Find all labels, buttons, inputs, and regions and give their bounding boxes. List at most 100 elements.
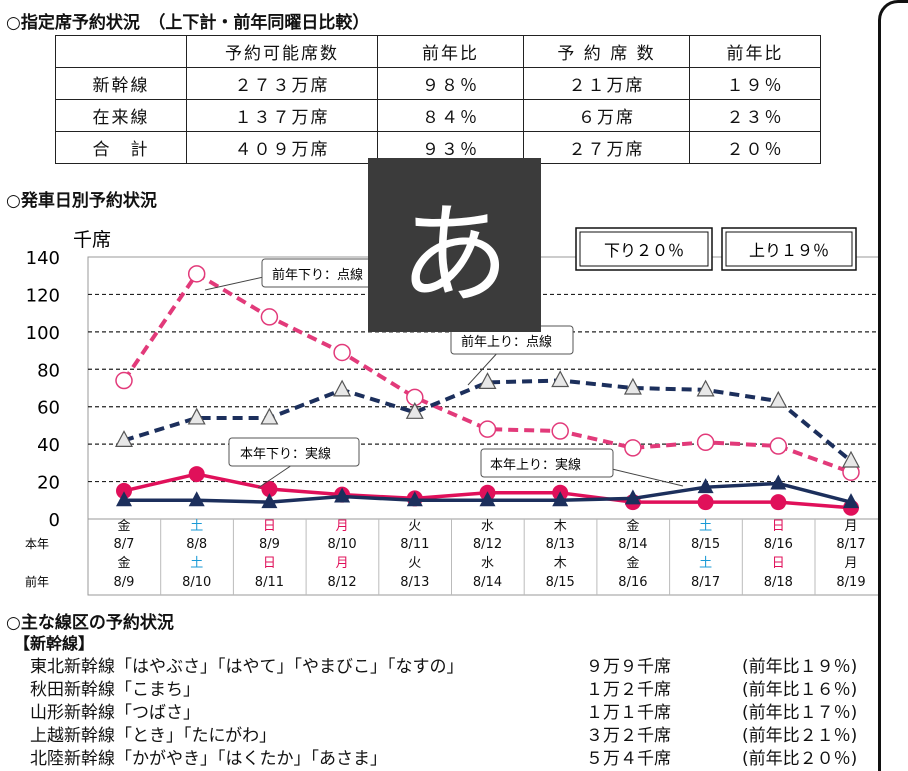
day-this-year: 土	[699, 519, 712, 534]
day-prev-year: 金	[626, 555, 639, 571]
data-point	[115, 371, 133, 390]
table-cell: ９８％	[377, 67, 524, 100]
day-prev-year: 日	[263, 556, 276, 571]
y-tick-label: 40	[37, 435, 60, 456]
line-seats: ９万９千席	[586, 657, 671, 677]
line-ratio: (前年比２０％)	[742, 749, 858, 769]
ime-glyph: あ	[399, 191, 510, 319]
table-row: 新幹線 ２７３万席 ９８％ ２１万席 １９％	[55, 67, 821, 100]
page-frame	[878, 0, 908, 771]
table-cell: ２７３万席	[186, 67, 378, 100]
row-label-prev-year: 前年	[25, 574, 49, 589]
day-this-year: 水	[481, 519, 494, 534]
table-cell: ２３％	[689, 99, 821, 132]
day-prev-year: 土	[699, 556, 712, 571]
line-name: 秋田新幹線「こまち」	[30, 680, 200, 700]
data-point	[479, 491, 496, 507]
table-cell: ２７万席	[523, 131, 690, 164]
y-tick-label: 100	[26, 323, 60, 344]
data-point	[188, 491, 205, 507]
data-point	[552, 491, 569, 507]
data-point	[842, 450, 860, 468]
date-this-year: 8/9	[259, 537, 280, 552]
y-tick-label: 80	[37, 360, 60, 381]
data-point	[624, 489, 641, 505]
day-prev-year: 水	[481, 556, 494, 571]
y-axis-unit-label: 千席	[73, 229, 111, 251]
box-up-ratio: 上り１９％	[721, 227, 857, 271]
day-prev-year: 土	[190, 556, 203, 571]
y-tick-label: 60	[37, 398, 60, 419]
day-prev-year: 月	[336, 556, 349, 571]
data-point	[478, 372, 497, 389]
date-prev-year: 8/15	[546, 575, 575, 590]
data-point	[333, 343, 351, 362]
y-tick-label: 20	[37, 473, 60, 494]
callout-prev-down: 前年下り：点線	[204, 258, 383, 291]
data-point	[261, 493, 278, 509]
date-prev-year: 8/17	[691, 575, 720, 590]
table-header-cell	[55, 35, 187, 68]
box-up-ratio-text: 上り１９％	[749, 241, 829, 260]
table-cell: 在来線	[55, 99, 187, 132]
data-point	[261, 481, 278, 498]
line-seats: １万２千席	[586, 680, 671, 700]
table-header-cell: 予約可能席数	[186, 35, 378, 68]
section-title-reservations: ○指定席予約状況 （上下計・前年同曜日比較）	[6, 13, 370, 33]
day-labels: 金 8/7 金 8/9 土 8/8 土 8/10 日 8/9 日 8/11 月 8/10 月 8/12 火 8/1…	[114, 518, 866, 595]
date-this-year: 8/15	[691, 537, 720, 552]
table-row: 合 計 ４０９万席 ９３％ ２７万席 ２０％	[55, 131, 821, 164]
day-this-year: 日	[263, 519, 276, 534]
data-point	[478, 420, 497, 438]
line-ratio: (前年比１７％)	[742, 703, 858, 723]
date-this-year: 8/14	[618, 537, 647, 552]
data-point	[405, 402, 424, 419]
data-point	[697, 494, 714, 511]
data-point	[770, 494, 787, 511]
callout-this-down: 本年下り：実線	[228, 437, 360, 489]
date-this-year: 8/8	[186, 537, 207, 552]
day-this-year: 月	[844, 519, 857, 534]
data-point	[551, 370, 570, 388]
callout-this-down-text: 本年下り：実線	[240, 446, 331, 462]
table-header-cell: 前年比	[689, 35, 821, 68]
data-point	[696, 379, 715, 397]
data-point	[769, 390, 788, 408]
line-ratio: (前年比１９％)	[742, 657, 858, 677]
data-point	[697, 478, 714, 494]
data-point	[769, 437, 788, 455]
date-this-year: 8/10	[327, 537, 356, 552]
table-row: 在来線 １３７万席 ８４％ ６万席 ２３％	[55, 99, 821, 132]
data-point	[406, 491, 423, 507]
line-name: 山形新幹線「つばさ」	[30, 703, 200, 723]
callout-prev-down-text: 前年下り：点線	[272, 267, 363, 283]
section-title-lines: ○主な線区の予約状況	[6, 613, 174, 633]
table-cell: ８４％	[377, 99, 524, 132]
data-point	[334, 487, 351, 503]
section-title-daily: ○発車日別予約状況	[6, 191, 157, 211]
line-seats: １万１千席	[586, 703, 671, 723]
day-this-year: 火	[408, 519, 421, 534]
date-prev-year: 8/19	[836, 575, 865, 590]
date-this-year: 8/17	[836, 537, 865, 552]
day-this-year: 月	[336, 519, 349, 534]
series-line-1	[123, 378, 853, 463]
day-this-year: 金	[626, 518, 639, 534]
y-tick-label: 120	[26, 285, 60, 306]
date-prev-year: 8/18	[764, 575, 793, 590]
table-cell: ４０９万席	[186, 131, 378, 164]
table-header-row: 予約可能席数 前年比 予 約 席 数 前年比	[55, 35, 821, 68]
callout-this-up: 本年上り：実線	[480, 448, 684, 487]
box-down-ratio-text: 下り２０％	[604, 241, 684, 260]
line-name: 上越新幹線「とき」「たにがわ」	[30, 726, 277, 746]
date-prev-year: 8/11	[255, 575, 284, 590]
day-prev-year: 日	[772, 556, 785, 571]
data-point	[187, 265, 206, 283]
data-point	[260, 407, 279, 425]
daily-reservation-chart: 0 20 40 60 80 100 120 140 千席 下り２０％ 上り１９％ 前年下り：点…	[25, 227, 878, 596]
y-tick-labels: 0 20 40 60 80 100 120 140	[26, 248, 60, 531]
data-point	[770, 474, 787, 490]
grid-lines	[88, 293, 878, 483]
day-prev-year: 火	[408, 556, 421, 571]
date-this-year: 8/16	[764, 537, 793, 552]
